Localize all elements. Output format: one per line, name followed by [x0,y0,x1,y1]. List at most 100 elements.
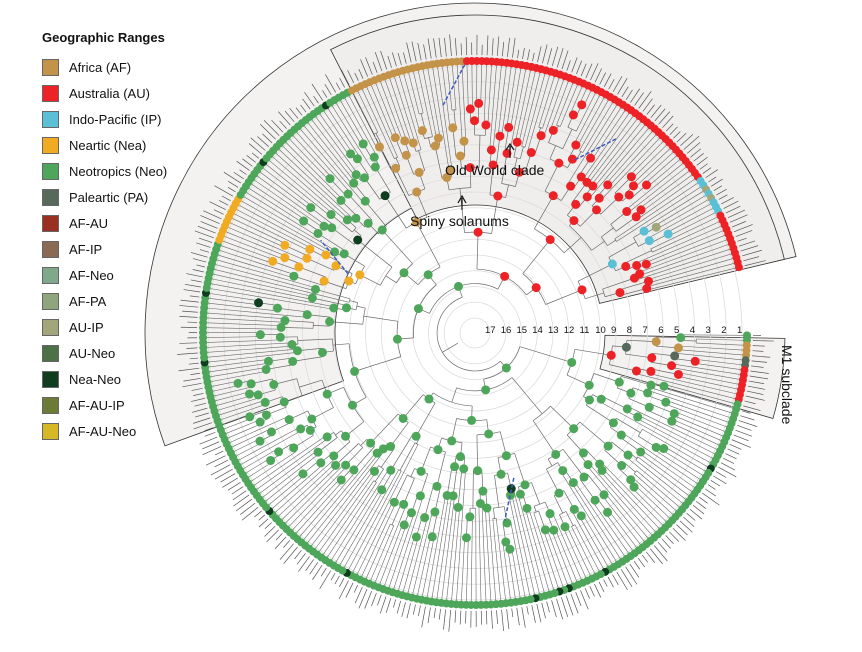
tip-label [313,95,319,104]
ancestral-range-node [400,136,410,146]
ancestral-range-node [481,120,491,130]
branch [641,450,695,488]
tip-label [186,273,203,278]
ancestral-range-node [501,537,511,547]
branch [216,395,251,406]
tip-label [364,590,373,609]
ancestral-range-node [289,443,299,453]
ancestral-range-node [453,281,463,291]
tip-label [676,524,688,536]
ancestral-range-node [280,253,290,263]
tip-label [607,576,614,588]
ancestral-range-node [359,173,369,183]
branch [285,463,345,523]
ancestral-range-node [255,330,265,340]
branch [208,348,298,358]
tip-label [751,365,764,368]
branch [375,83,398,138]
branch [262,453,320,498]
branch [315,470,374,549]
tip-label [496,36,500,56]
branch [289,466,348,527]
tip-label [248,143,263,155]
branch [340,100,366,144]
ancestral-range-node [378,444,388,454]
ancestral-range-node [284,415,294,425]
branch [415,402,436,437]
ancestral-range-node [667,361,677,371]
branch [246,458,270,474]
branch [533,512,559,588]
branch [577,97,605,147]
branch [441,496,455,599]
tip-label [209,201,226,211]
ancestral-range-node [568,110,578,120]
time-scale-label: 2 [721,325,726,336]
tip-label [358,68,364,79]
ancestral-range-node [554,488,564,498]
tip-label [193,422,212,430]
branch [251,184,305,220]
branch [230,222,285,248]
branch [476,434,478,471]
tip-label [231,486,244,495]
branch [221,404,266,420]
legend-swatch [42,240,59,258]
branch [300,129,364,203]
branch [608,134,656,187]
branch [207,342,292,348]
branch [601,462,663,525]
tip-label [192,258,207,263]
ancestral-range-node [663,229,673,239]
branch [384,525,407,586]
tip-label [654,108,666,122]
tip-label [374,52,383,72]
branch [616,417,641,433]
ancestral-range-node [298,469,308,479]
tip-label [752,345,765,347]
tip-label [258,518,269,528]
tip-label [377,594,382,606]
branch [466,65,469,109]
tip-label [406,42,412,63]
legend-swatch [42,188,59,206]
ancestral-range-node [651,337,661,347]
legend-item: AF-AU [42,210,167,236]
tip-label [189,357,199,360]
tip-label [707,484,716,490]
ancestral-range-node [386,465,396,475]
branch [635,249,730,281]
branch [487,65,492,126]
branch [583,113,630,179]
branch [545,289,583,305]
ancestral-range-node [448,123,458,133]
tip-label [183,289,201,293]
branch [329,321,363,325]
ancestral-range-node [399,520,409,530]
branch [391,503,402,526]
tip-label [683,516,695,527]
tip-label [491,610,493,629]
tip-label [358,589,368,609]
ancestral-range-node [266,455,276,465]
branch [226,231,286,257]
branch [215,264,316,292]
ancestral-range-node [506,484,516,494]
tip-label [680,134,694,146]
branch-arc [559,511,567,516]
tip-label [279,120,287,129]
branch [574,481,625,556]
tip-label [556,598,564,620]
branch [695,358,742,366]
ancestral-range-node [496,469,506,479]
tip-label [723,457,735,464]
tip-label [236,160,250,171]
ancestral-range-node [465,163,475,173]
ancestral-range-node [474,98,484,108]
tip-label [263,120,280,136]
ancestral-range-node [624,190,634,200]
tip-label [214,450,224,456]
tip-label [334,575,340,585]
tip-label [257,136,269,147]
tip-label [662,115,674,128]
